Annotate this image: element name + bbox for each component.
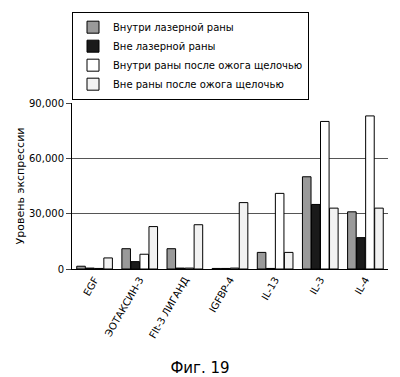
svg-text:60,000: 60,000 xyxy=(29,153,64,164)
svg-text:Внутри лазерной раны: Внутри лазерной раны xyxy=(113,22,234,33)
svg-text:Вне лазерной раны: Вне лазерной раны xyxy=(113,41,215,52)
svg-text:Фиг. 19: Фиг. 19 xyxy=(170,359,229,377)
svg-text:IGFBP-4: IGFBP-4 xyxy=(207,275,236,314)
svg-text:0: 0 xyxy=(58,264,64,275)
svg-text:Внутри раны после ожога щелочь: Внутри раны после ожога щелочью xyxy=(113,60,302,71)
svg-text:IL-4: IL-4 xyxy=(353,275,372,296)
svg-text:30,000: 30,000 xyxy=(29,208,64,219)
svg-text:Flt-3 ЛИГАНД: Flt-3 ЛИГАНД xyxy=(147,275,191,340)
svg-text:Вне раны после ожога щелочью: Вне раны после ожога щелочью xyxy=(113,79,284,90)
svg-text:EGF: EGF xyxy=(81,275,101,298)
svg-text:IL-3: IL-3 xyxy=(308,275,327,296)
svg-text:IL-13: IL-13 xyxy=(259,275,281,302)
svg-text:Уровень экспрессии: Уровень экспрессии xyxy=(14,128,27,245)
svg-text:ЭОТАКСИН-3: ЭОТАКСИН-3 xyxy=(103,275,146,338)
svg-text:90,000: 90,000 xyxy=(29,98,64,109)
